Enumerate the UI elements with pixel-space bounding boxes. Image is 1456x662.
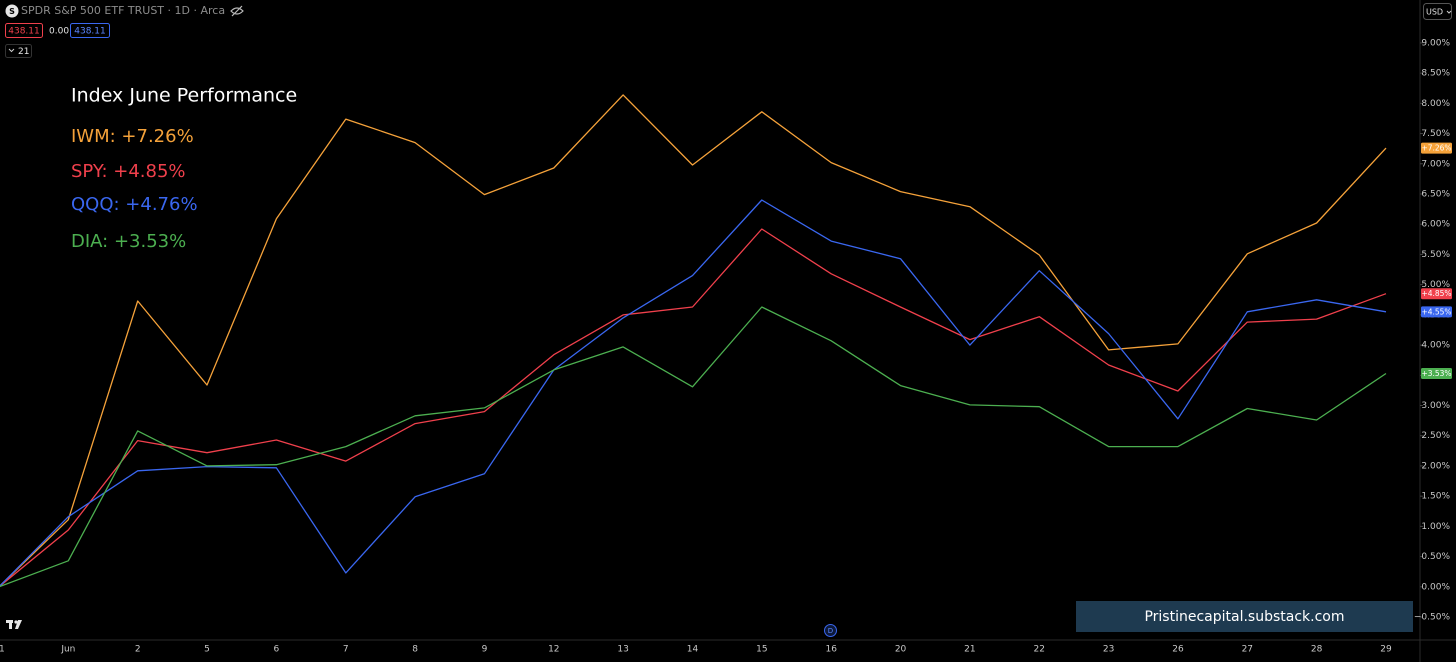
last-value-label: +7.26% xyxy=(1421,144,1451,153)
price-low-box xyxy=(5,23,43,38)
currency-box[interactable] xyxy=(1423,3,1452,20)
plot-area: −0.50% 0.00% 0.50% 1.00% 1.50% 2.00% 2.50% 3.00… xyxy=(0,38,1451,655)
eye-slash xyxy=(231,5,243,17)
x-tick-label: 12 xyxy=(548,645,559,655)
x-tick-label: 22 xyxy=(1034,645,1045,655)
price-high-box xyxy=(70,23,110,38)
last-value-badge-box xyxy=(1421,288,1452,300)
last-value-badge: +4.85% xyxy=(1421,288,1452,300)
x-tick-label: 26 xyxy=(1172,645,1184,655)
last-value-badge-box xyxy=(1421,367,1452,379)
y-tick-label: 7.00% xyxy=(1421,159,1450,169)
x-tick-label: 6 xyxy=(274,645,280,655)
series-line xyxy=(0,228,1387,587)
x-tick-label: Jun xyxy=(60,645,75,655)
y-tick-label: 4.00% xyxy=(1421,341,1450,351)
x-tick-label: 16 xyxy=(825,645,837,655)
logo-slash xyxy=(15,620,22,629)
x-tick-label: 9 xyxy=(482,645,488,655)
series-line xyxy=(0,94,1387,587)
x-tick-label: 14 xyxy=(687,645,699,655)
y-tick-label: 3.00% xyxy=(1421,401,1450,411)
legend-entry: DIA: +3.53% xyxy=(71,231,186,252)
watermark: Pristinecapital.substack.com xyxy=(1144,609,1344,625)
x-tick-label: 8 xyxy=(412,645,418,655)
symbol-icon xyxy=(5,4,19,18)
logo-stem xyxy=(9,620,12,629)
price-high: 438.11 xyxy=(74,27,106,37)
y-tick-label: 5.00% xyxy=(1421,280,1450,290)
y-tick-label: 7.50% xyxy=(1421,129,1450,139)
last-value-badge: +4.55% xyxy=(1421,306,1452,318)
y-tick-label: −0.50% xyxy=(1414,613,1451,623)
divider-badge-circle[interactable] xyxy=(824,624,837,637)
x-tick-label: 20 xyxy=(895,645,907,655)
x-tick-label: 31 xyxy=(0,645,5,655)
series-line xyxy=(0,306,1387,588)
last-value-badge-box xyxy=(1421,306,1452,318)
interval: 21 xyxy=(18,47,29,57)
x-tick-label: 7 xyxy=(343,645,349,655)
series-line xyxy=(0,199,1387,587)
x-tick-label: 29 xyxy=(1380,645,1392,655)
last-value-badge: +7.26% xyxy=(1421,142,1452,154)
interval-chevron xyxy=(8,48,15,53)
legend-entry: IWM: +7.26% xyxy=(71,126,194,147)
x-tick-label: 27 xyxy=(1242,645,1253,655)
hide-icon[interactable] xyxy=(230,5,244,17)
logo-dot xyxy=(14,620,18,624)
x-tick-label: 15 xyxy=(756,645,767,655)
y-tick-label: 2.50% xyxy=(1421,431,1450,441)
tv-logo xyxy=(6,620,22,629)
symbol-title: SPDR S&P 500 ETF TRUST · 1D · Arca xyxy=(21,4,225,17)
y-tick-label: 5.50% xyxy=(1421,250,1450,260)
x-tick-label: 21 xyxy=(964,645,975,655)
last-value-badge-box xyxy=(1421,142,1452,154)
currency-chevron xyxy=(1446,10,1452,14)
y-tick-label: 2.00% xyxy=(1421,461,1450,471)
x-tick-label: 28 xyxy=(1311,645,1323,655)
y-tick-label: 9.00% xyxy=(1421,38,1450,48)
x-tick-label: 2 xyxy=(135,645,141,655)
last-value-label: +4.85% xyxy=(1421,289,1451,298)
x-tick-label: 23 xyxy=(1103,645,1114,655)
interval-box[interactable] xyxy=(5,44,32,58)
x-tick-label: 13 xyxy=(617,645,628,655)
y-tick-label: 8.50% xyxy=(1421,69,1450,79)
price-change: 0.00 xyxy=(49,27,69,37)
legend-entry: QQQ: +4.76% xyxy=(71,194,198,215)
last-value-label: +3.53% xyxy=(1421,369,1451,378)
divider-badge: D xyxy=(828,627,833,635)
y-tick-label: 1.00% xyxy=(1421,522,1450,532)
y-tick-label: 6.50% xyxy=(1421,189,1450,199)
symbol-icon-letter: S xyxy=(9,7,15,16)
currency: USD xyxy=(1426,8,1443,17)
last-value-label: +4.55% xyxy=(1421,307,1451,316)
last-value-badge: +3.53% xyxy=(1421,367,1452,379)
legend-entry: SPY: +4.85% xyxy=(71,161,186,182)
watermark-box xyxy=(1076,601,1413,632)
y-tick-label: 0.00% xyxy=(1421,582,1450,592)
price-low: 438.11 xyxy=(8,27,40,37)
chart-title: Index June Performance xyxy=(71,85,297,107)
x-tick-label: 5 xyxy=(204,645,210,655)
y-tick-label: 0.50% xyxy=(1421,552,1450,562)
y-tick-label: 8.00% xyxy=(1421,99,1450,109)
y-tick-label: 1.50% xyxy=(1421,492,1450,502)
y-tick-label: 6.00% xyxy=(1421,220,1450,230)
